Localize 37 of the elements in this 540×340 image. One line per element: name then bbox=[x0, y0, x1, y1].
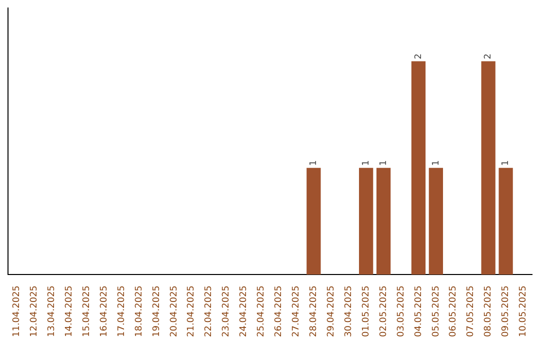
x-tick-label: 16.04.2025 bbox=[99, 285, 110, 337]
x-tick-label: 03.05.2025 bbox=[396, 285, 406, 337]
x-tick-label: 11.04.2025 bbox=[12, 285, 22, 337]
x-tick-label: 21.04.2025 bbox=[186, 285, 197, 337]
x-tick-label: 17.04.2025 bbox=[116, 285, 127, 337]
x-tick-label: 19.04.2025 bbox=[152, 285, 162, 337]
x-tick-label: 07.05.2025 bbox=[466, 285, 476, 337]
x-tick-label: 24.04.2025 bbox=[239, 285, 250, 337]
data-label: 1 bbox=[378, 160, 389, 166]
x-tick-label: 04.05.2025 bbox=[414, 285, 424, 337]
x-tick-label: 12.04.2025 bbox=[30, 285, 40, 337]
x-tick-label: 13.04.2025 bbox=[47, 285, 58, 337]
x-tick-label: 30.04.2025 bbox=[344, 285, 354, 337]
x-tick-label: 05.05.2025 bbox=[431, 285, 442, 337]
x-tick-label: 18.04.2025 bbox=[134, 285, 144, 337]
x-tick-label: 14.04.2025 bbox=[64, 285, 74, 337]
x-tick-label: 28.04.2025 bbox=[309, 285, 320, 337]
x-tick-label: 23.04.2025 bbox=[222, 285, 232, 337]
data-label: 1 bbox=[361, 160, 372, 166]
x-tick-label: 06.05.2025 bbox=[448, 285, 459, 337]
data-label: 2 bbox=[414, 54, 424, 60]
data-label: 1 bbox=[431, 160, 442, 166]
data-label: 1 bbox=[309, 160, 320, 166]
x-tick-label: 26.04.2025 bbox=[274, 285, 284, 337]
x-tick-label: 22.04.2025 bbox=[204, 285, 214, 337]
x-tick-label: 02.05.2025 bbox=[378, 285, 389, 337]
x-tick-label: 15.04.2025 bbox=[82, 285, 92, 337]
x-tick-label: 10.05.2025 bbox=[518, 285, 529, 337]
x-tick-label: 20.04.2025 bbox=[169, 285, 180, 337]
x-tick-label: 01.05.2025 bbox=[361, 285, 372, 337]
x-tick-label: 09.05.2025 bbox=[501, 285, 512, 337]
data-label: 2 bbox=[484, 54, 494, 60]
x-tick-label: 29.04.2025 bbox=[326, 285, 336, 337]
data-label: 1 bbox=[501, 160, 512, 166]
x-tick-label: 08.05.2025 bbox=[484, 285, 494, 337]
x-tick-label: 27.04.2025 bbox=[292, 285, 302, 337]
x-tick-label: 25.04.2025 bbox=[256, 285, 267, 337]
